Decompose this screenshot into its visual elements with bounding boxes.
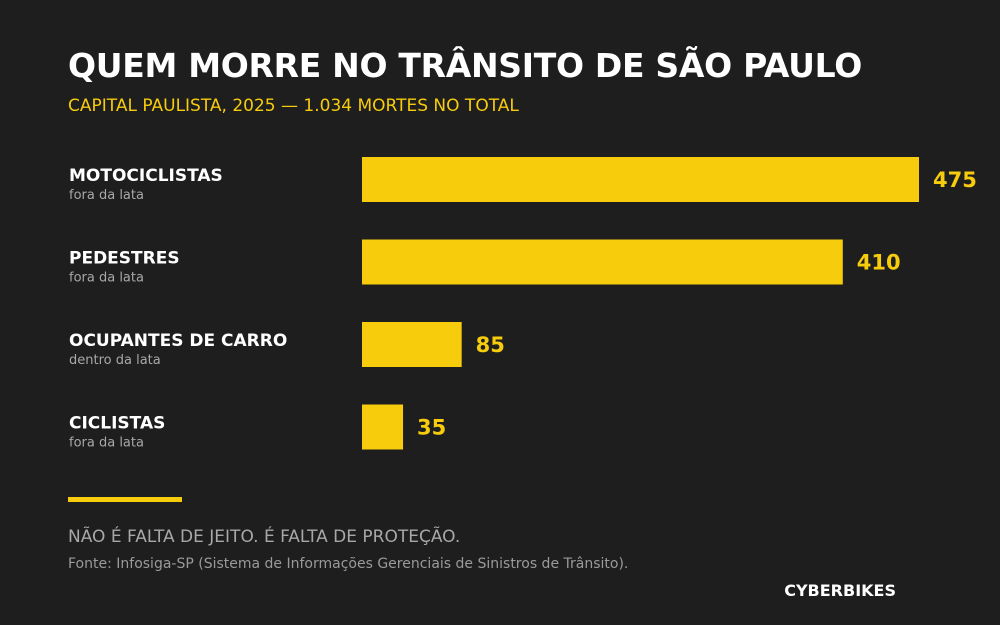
data-label: 35 — [417, 416, 446, 440]
bar-chart: MOTOCICLISTAS fora da lata 475 PEDESTRES for… — [69, 157, 977, 451]
bar — [362, 157, 919, 202]
category-note: dentro da lata — [69, 353, 161, 368]
source-note: Fonte: Infosiga-SP (Sistema de Informaçõ… — [68, 556, 629, 572]
tagline: NÃO É FALTA DE JEITO. É FALTA DE PROTEÇÃ… — [68, 527, 461, 547]
category-label: CICLISTAS — [69, 414, 165, 434]
category-note: fora da lata — [69, 436, 144, 451]
bar — [362, 322, 462, 367]
category-note: fora da lata — [69, 271, 144, 286]
accent-divider — [68, 497, 182, 502]
data-label: 475 — [933, 168, 977, 192]
bar — [362, 239, 843, 285]
chart-title: QUEM MORRE NO TRÂNSITO DE SÃO PAULO — [68, 46, 862, 85]
chart-subtitle: CAPITAL PAULISTA, 2025 — 1.034 MORTES NO… — [68, 96, 519, 116]
category-label: PEDESTRES — [69, 249, 180, 269]
data-label: 85 — [476, 333, 505, 357]
category-label: OCUPANTES DE CARRO — [69, 331, 287, 351]
category-label: MOTOCICLISTAS — [69, 166, 223, 186]
data-label: 410 — [857, 251, 901, 275]
brand-logo: CYBERBIKES — [784, 581, 896, 600]
bar — [362, 404, 404, 450]
category-note: fora da lata — [69, 188, 144, 203]
